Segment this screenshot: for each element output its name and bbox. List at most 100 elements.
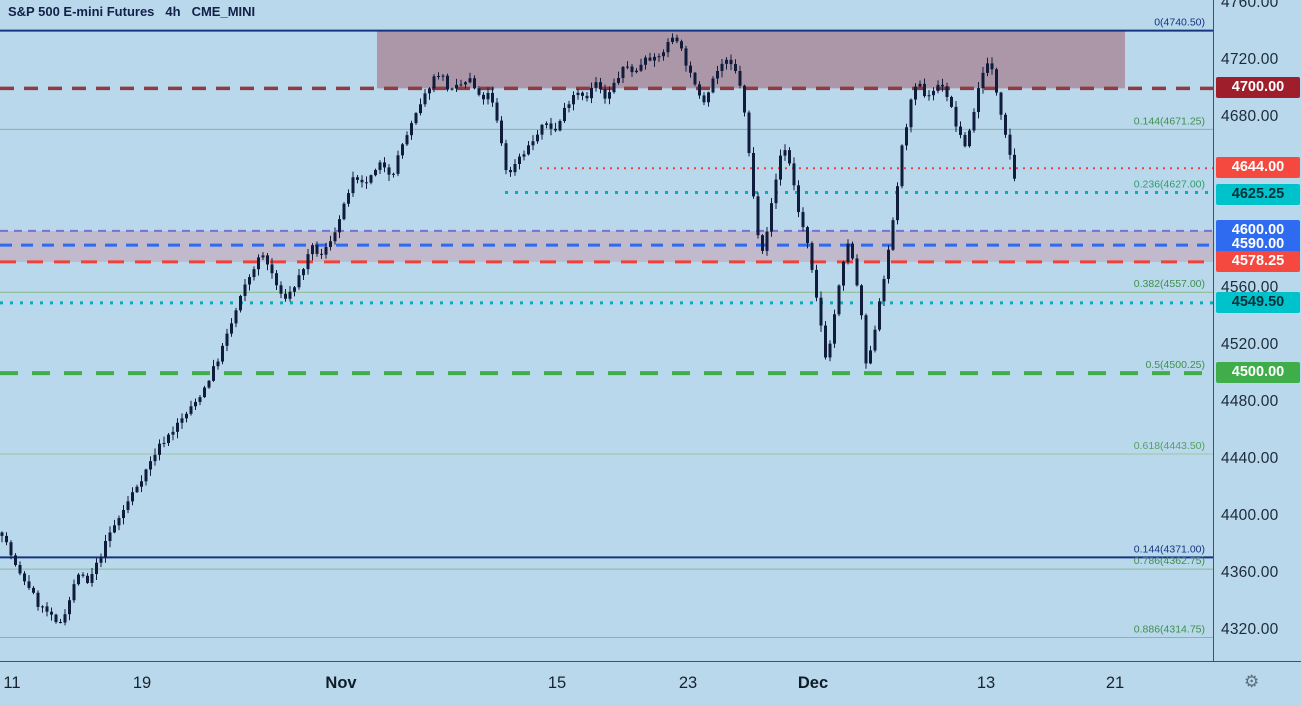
price-tick-label: 4520.00 xyxy=(1221,335,1279,353)
candle-body xyxy=(653,56,656,61)
candle-body xyxy=(864,315,868,364)
price-tick-label: 4440.00 xyxy=(1221,450,1279,467)
candle-body xyxy=(86,575,89,583)
candle-body xyxy=(999,92,1003,115)
candle-body xyxy=(837,285,841,315)
candle-body xyxy=(756,196,760,236)
fib-level-label: 0.144(4371.00) xyxy=(1134,543,1205,555)
price-tick-label: 4720.00 xyxy=(1221,50,1279,68)
candle-body xyxy=(491,92,494,103)
candle-body xyxy=(770,203,773,232)
candle-body xyxy=(113,525,116,533)
price-tick-label: 4360.00 xyxy=(1221,564,1279,582)
candle-body xyxy=(486,92,490,100)
candle-body xyxy=(725,59,728,64)
candle-body xyxy=(360,179,364,183)
fib-level-label: 0.236(4627.00) xyxy=(1134,178,1205,190)
candle-body xyxy=(108,532,112,542)
gear-icon[interactable]: ⚙ xyxy=(1244,672,1260,691)
candle-body xyxy=(509,170,512,173)
time-axis[interactable]: ⚙ 11 19 Nov 15 23 Dec 13 21 xyxy=(0,661,1301,706)
price-badge: 4500.00 xyxy=(1216,362,1300,384)
candle-body xyxy=(774,179,778,204)
candle-body xyxy=(518,156,521,164)
candle-body xyxy=(9,542,13,556)
candle-body xyxy=(302,269,305,276)
candle-body xyxy=(860,285,863,316)
supply-zone[interactable] xyxy=(377,30,1125,89)
candle-body xyxy=(527,145,530,155)
candle-body xyxy=(99,557,103,563)
candle-body xyxy=(599,82,602,90)
candle-body xyxy=(266,255,269,265)
price-tick-label: 4560.00 xyxy=(1221,278,1279,296)
price-tick-label: 4400.00 xyxy=(1221,507,1279,525)
candle-body xyxy=(203,387,206,398)
candle-body xyxy=(923,83,926,97)
time-axis-label: Dec xyxy=(797,674,829,692)
price-badge: 4644.00 xyxy=(1216,157,1300,179)
candle-body xyxy=(648,57,652,61)
candle-body xyxy=(432,76,436,89)
fib-level-label: 0.144(4671.25) xyxy=(1134,115,1205,127)
time-axis-label: 23 xyxy=(678,674,698,692)
candle-body xyxy=(689,65,692,73)
candle-body xyxy=(896,186,899,221)
candle-body xyxy=(594,82,598,88)
candle-body xyxy=(14,555,17,565)
candle-body xyxy=(50,611,53,615)
exchange-label[interactable]: CME_MINI xyxy=(191,4,256,19)
candle-body xyxy=(545,123,548,125)
symbol-name[interactable]: S&P 500 E-mini Futures xyxy=(8,4,155,19)
candle-body xyxy=(563,107,566,122)
candle-body xyxy=(590,87,593,99)
candle-body xyxy=(693,72,697,85)
price-badge: 4590.00 xyxy=(1216,234,1300,256)
candle-body xyxy=(365,182,368,184)
price-chart[interactable]: 0(4740.50) 0.144(4671.25) 0.236(4627.00) 0.… xyxy=(0,0,1213,661)
candle-body xyxy=(176,422,179,432)
candle-body xyxy=(468,78,472,83)
time-axis-label: 11 xyxy=(3,674,21,692)
candle-body xyxy=(891,220,895,250)
candle-body xyxy=(765,231,769,251)
candle-body xyxy=(540,124,544,135)
candle-body xyxy=(68,600,71,615)
interval-label[interactable]: 4h xyxy=(165,4,181,19)
candle-body xyxy=(41,606,44,608)
candle-body xyxy=(531,141,535,146)
candle-body xyxy=(729,59,733,65)
candle-body xyxy=(59,622,62,624)
candle-body xyxy=(36,592,40,607)
candle-body xyxy=(171,431,175,435)
time-axis-label: 19 xyxy=(132,674,152,692)
candle-body xyxy=(428,88,431,94)
candle-body xyxy=(959,126,962,135)
candle-body xyxy=(968,130,971,147)
candle-body xyxy=(612,82,616,93)
time-axis-label: 15 xyxy=(547,674,567,692)
candle-body xyxy=(279,285,283,294)
candle-body xyxy=(320,253,323,255)
candle-body xyxy=(347,193,350,204)
candle-body xyxy=(63,614,67,623)
candle-body xyxy=(261,255,265,258)
candle-body xyxy=(882,278,886,302)
candle-body xyxy=(927,95,931,97)
candle-body xyxy=(918,83,922,87)
candlestick-series[interactable] xyxy=(0,33,1017,626)
candle-body xyxy=(513,163,517,173)
candle-body xyxy=(671,37,674,42)
candle-body xyxy=(122,509,125,519)
candle-body xyxy=(23,573,26,582)
fib-level-label: 0.618(4443.50) xyxy=(1134,440,1205,452)
candle-body xyxy=(585,95,589,99)
candle-body xyxy=(828,343,832,358)
price-badge: 4700.00 xyxy=(1216,77,1300,99)
candle-body xyxy=(963,134,967,147)
fib-level-label: 0.382(4557.00) xyxy=(1134,278,1205,290)
price-axis[interactable]: 4760.00 4720.00 4680.00 4560.00 4520.00 4480.… xyxy=(1213,0,1301,661)
candle-body xyxy=(5,535,8,543)
candle-body xyxy=(180,418,184,423)
candle-body xyxy=(410,123,413,136)
